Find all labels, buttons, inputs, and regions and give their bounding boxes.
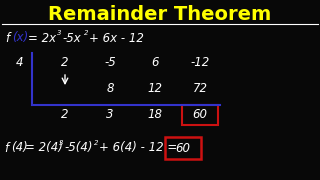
Text: 18: 18 xyxy=(148,109,163,122)
Text: = 2x: = 2x xyxy=(28,31,56,44)
Text: 12: 12 xyxy=(148,82,163,94)
Text: 3: 3 xyxy=(57,30,61,36)
Text: + 6x - 12: + 6x - 12 xyxy=(89,31,144,44)
Text: 4: 4 xyxy=(16,55,24,69)
Bar xyxy=(165,137,201,159)
Bar xyxy=(182,105,218,125)
Text: -5: -5 xyxy=(104,55,116,69)
Text: f: f xyxy=(4,141,8,154)
Text: -12: -12 xyxy=(190,55,210,69)
Text: + 6(4) - 12 =: + 6(4) - 12 = xyxy=(99,141,177,154)
Text: 60: 60 xyxy=(193,109,207,122)
Text: -5x: -5x xyxy=(62,31,81,44)
Text: (4): (4) xyxy=(11,141,28,154)
Text: Remainder Theorem: Remainder Theorem xyxy=(48,4,272,24)
Text: 2: 2 xyxy=(61,55,69,69)
Text: -5(4): -5(4) xyxy=(64,141,92,154)
Text: 3: 3 xyxy=(106,109,114,122)
Text: 72: 72 xyxy=(193,82,207,94)
Text: f: f xyxy=(5,31,9,44)
Text: 8: 8 xyxy=(106,82,114,94)
Text: 2: 2 xyxy=(94,140,99,146)
Text: = 2(4): = 2(4) xyxy=(25,141,63,154)
Text: 3: 3 xyxy=(59,140,63,146)
Text: 2: 2 xyxy=(61,109,69,122)
Text: (x): (x) xyxy=(12,31,28,44)
Text: 6: 6 xyxy=(151,55,159,69)
Text: 60: 60 xyxy=(175,141,190,154)
Text: 2: 2 xyxy=(84,30,89,36)
